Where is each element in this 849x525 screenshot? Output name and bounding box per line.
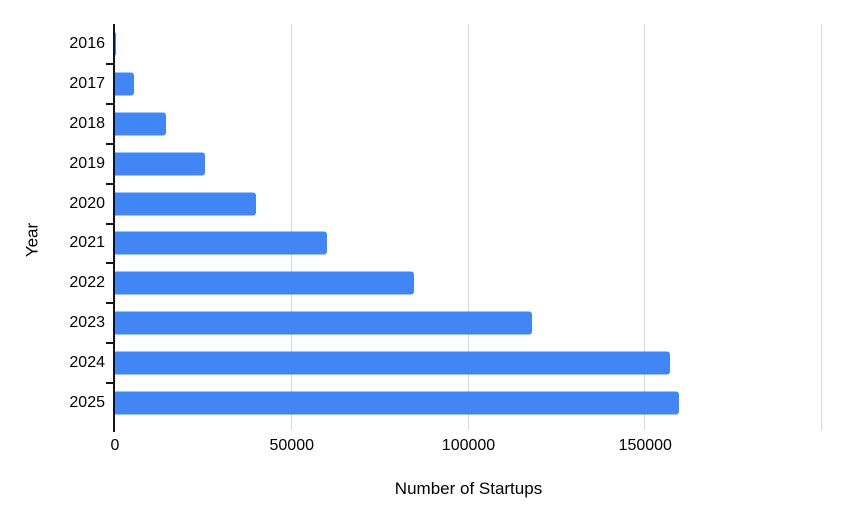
gridline — [644, 24, 646, 430]
bar-row-2023 — [115, 303, 822, 343]
y-tick-label: 2024 — [69, 354, 105, 372]
x-tick-label: 100000 — [441, 437, 496, 454]
y-tick-label: 2020 — [69, 194, 105, 212]
y-axis-tick — [106, 342, 115, 345]
bar-row-2025 — [115, 383, 822, 423]
x-tick-label: 50000 — [269, 437, 315, 454]
y-tick-label: 2021 — [69, 234, 105, 252]
y-axis-tick-labels: 2016 2017 2018 2019 2020 2021 2022 2023 2024 2025 — [0, 24, 105, 423]
bar-2023 — [115, 311, 533, 335]
x-axis-title: Number of Startups — [394, 479, 543, 498]
bar-row-2022 — [115, 263, 822, 303]
bar-row-2017 — [115, 64, 822, 104]
y-axis-tick — [106, 182, 115, 185]
bar-2019 — [115, 152, 206, 176]
plot-area — [106, 24, 822, 432]
bar-2024 — [115, 351, 670, 375]
y-axis-tick — [106, 302, 115, 305]
gridline — [821, 24, 822, 430]
bar-row-2020 — [115, 184, 822, 224]
y-tick-label: 2018 — [69, 114, 105, 132]
bar-row-2016 — [115, 24, 822, 64]
y-axis-tick — [106, 222, 115, 225]
gridline — [467, 24, 469, 430]
y-axis-line — [113, 24, 115, 432]
bar-2017 — [115, 72, 135, 96]
bar-row-2018 — [115, 104, 822, 144]
bar-row-2019 — [115, 144, 822, 184]
y-tick-label: 2022 — [69, 274, 105, 292]
bar-2016 — [115, 32, 117, 56]
y-axis-tick — [106, 102, 115, 105]
x-tick-label: 0 — [110, 437, 120, 454]
bar-2018 — [115, 112, 167, 136]
x-axis-tick-labels: 0 50000 100000 150000 — [111, 437, 822, 458]
y-tick-label: 2016 — [69, 34, 105, 52]
y-tick-label: 2025 — [69, 393, 105, 411]
bar-row-2021 — [115, 224, 822, 264]
y-axis-tick — [106, 262, 115, 265]
y-tick-label: 2019 — [69, 154, 105, 172]
y-axis-tick — [106, 382, 115, 385]
bar-row-2024 — [115, 343, 822, 383]
y-axis-tick — [106, 62, 115, 65]
bar-2020 — [115, 192, 257, 216]
y-tick-label: 2023 — [69, 314, 105, 332]
bar-2021 — [115, 231, 328, 255]
y-axis-tick — [106, 142, 115, 145]
gridline — [290, 24, 292, 430]
bar-2025 — [115, 391, 679, 415]
y-tick-label: 2017 — [69, 74, 105, 92]
bar-2022 — [115, 271, 414, 295]
x-tick-label: 150000 — [618, 437, 672, 454]
